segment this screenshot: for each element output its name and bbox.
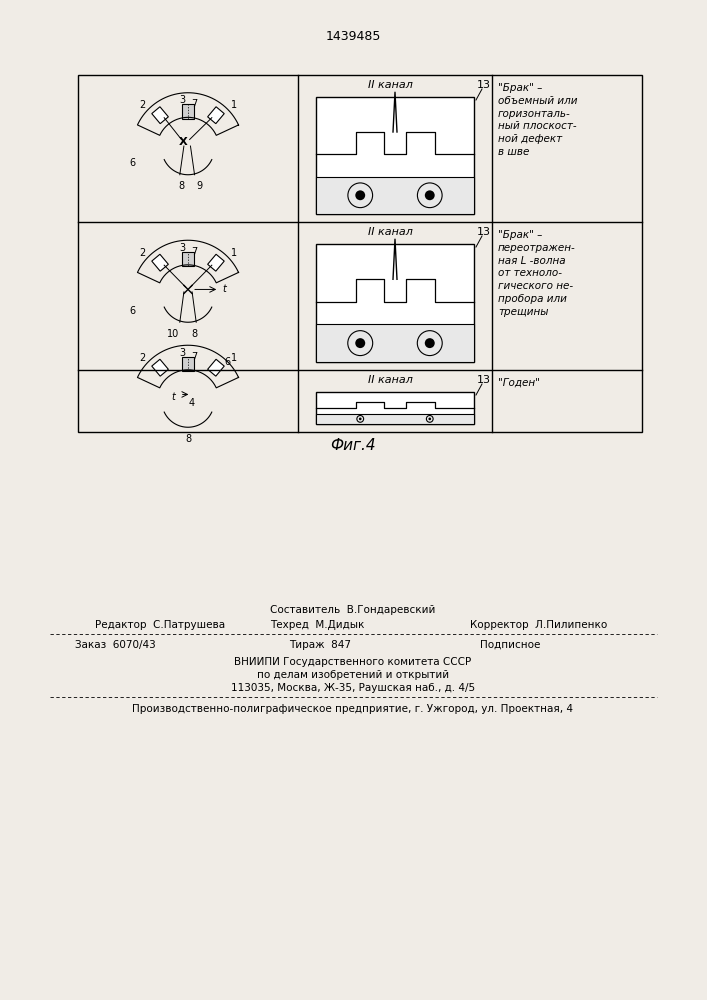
- Bar: [316, 177, 474, 214]
- Text: Тираж  847: Тираж 847: [289, 640, 351, 650]
- Bar: [182, 357, 194, 371]
- Text: 6: 6: [224, 357, 230, 367]
- Text: 6: 6: [129, 158, 135, 168]
- Text: "Брак" –
объемный или
горизонталь-
ный плоскост-
ной дефект
в шве: "Брак" – объемный или горизонталь- ный п…: [498, 83, 578, 157]
- Text: Техред  М.Дидык: Техред М.Дидык: [270, 620, 364, 630]
- Text: t: t: [171, 392, 175, 402]
- Text: "Годен": "Годен": [498, 378, 540, 388]
- Text: 7: 7: [192, 247, 198, 257]
- Bar: [182, 252, 194, 266]
- Bar: [316, 414, 474, 424]
- Text: II канал: II канал: [368, 227, 412, 237]
- Bar: [316, 392, 474, 424]
- Polygon shape: [208, 107, 224, 124]
- Text: X: X: [179, 137, 187, 147]
- Text: t: t: [222, 284, 226, 294]
- Polygon shape: [152, 359, 168, 376]
- Text: 7: 7: [192, 352, 198, 362]
- Bar: [316, 97, 474, 214]
- Text: 3: 3: [179, 95, 185, 105]
- Text: 3: 3: [179, 348, 185, 358]
- Text: 7: 7: [192, 99, 198, 109]
- Circle shape: [355, 338, 366, 348]
- Circle shape: [425, 190, 435, 200]
- Text: 113035, Москва, Ж-35, Раушская наб., д. 4/5: 113035, Москва, Ж-35, Раушская наб., д. …: [231, 683, 475, 693]
- Text: 9: 9: [197, 181, 202, 191]
- Text: 2: 2: [139, 353, 145, 363]
- Text: Составитель  В.Гондаревский: Составитель В.Гондаревский: [270, 605, 436, 615]
- Text: 13: 13: [477, 80, 491, 90]
- Bar: [78, 75, 642, 432]
- Text: Производственно-полиграфическое предприятие, г. Ужгород, ул. Проектная, 4: Производственно-полиграфическое предприя…: [132, 704, 573, 714]
- Text: 6: 6: [129, 306, 135, 316]
- Circle shape: [428, 418, 431, 420]
- Polygon shape: [208, 254, 224, 271]
- Bar: [182, 104, 194, 119]
- Bar: [316, 324, 474, 362]
- Text: 1: 1: [231, 353, 237, 363]
- Text: Фиг.4: Фиг.4: [330, 438, 376, 452]
- Polygon shape: [152, 107, 168, 124]
- Text: 1: 1: [231, 248, 237, 258]
- Text: Подписное: Подписное: [480, 640, 540, 650]
- Bar: [316, 244, 474, 362]
- Text: 8: 8: [185, 434, 191, 444]
- Text: "Брак" –
переотражен-
ная L -волна
от техноло-
гического не-
пробора или
трещины: "Брак" – переотражен- ная L -волна от те…: [498, 230, 575, 317]
- Polygon shape: [208, 359, 224, 376]
- Text: 2: 2: [139, 100, 145, 110]
- Text: 10: 10: [167, 329, 180, 339]
- Circle shape: [425, 338, 435, 348]
- Text: II канал: II канал: [368, 80, 412, 90]
- Text: 3: 3: [179, 243, 185, 253]
- Text: 8: 8: [192, 329, 198, 339]
- Text: 1439485: 1439485: [325, 30, 380, 43]
- Text: Корректор  Л.Пилипенко: Корректор Л.Пилипенко: [470, 620, 607, 630]
- Text: по делам изобретений и открытий: по делам изобретений и открытий: [257, 670, 449, 680]
- Circle shape: [359, 418, 361, 420]
- Text: 8: 8: [178, 181, 185, 191]
- Text: II канал: II канал: [368, 375, 412, 385]
- Text: 13: 13: [477, 375, 491, 385]
- Text: 1: 1: [231, 100, 237, 110]
- Text: ВНИИПИ Государственного комитета СССР: ВНИИПИ Государственного комитета СССР: [235, 657, 472, 667]
- Text: Заказ  6070/43: Заказ 6070/43: [75, 640, 156, 650]
- Text: 2: 2: [139, 248, 145, 258]
- Circle shape: [356, 190, 366, 200]
- Polygon shape: [152, 254, 168, 271]
- Text: 13: 13: [477, 227, 491, 237]
- Text: Редактор  С.Патрушева: Редактор С.Патрушева: [95, 620, 225, 630]
- Text: 4: 4: [188, 398, 194, 408]
